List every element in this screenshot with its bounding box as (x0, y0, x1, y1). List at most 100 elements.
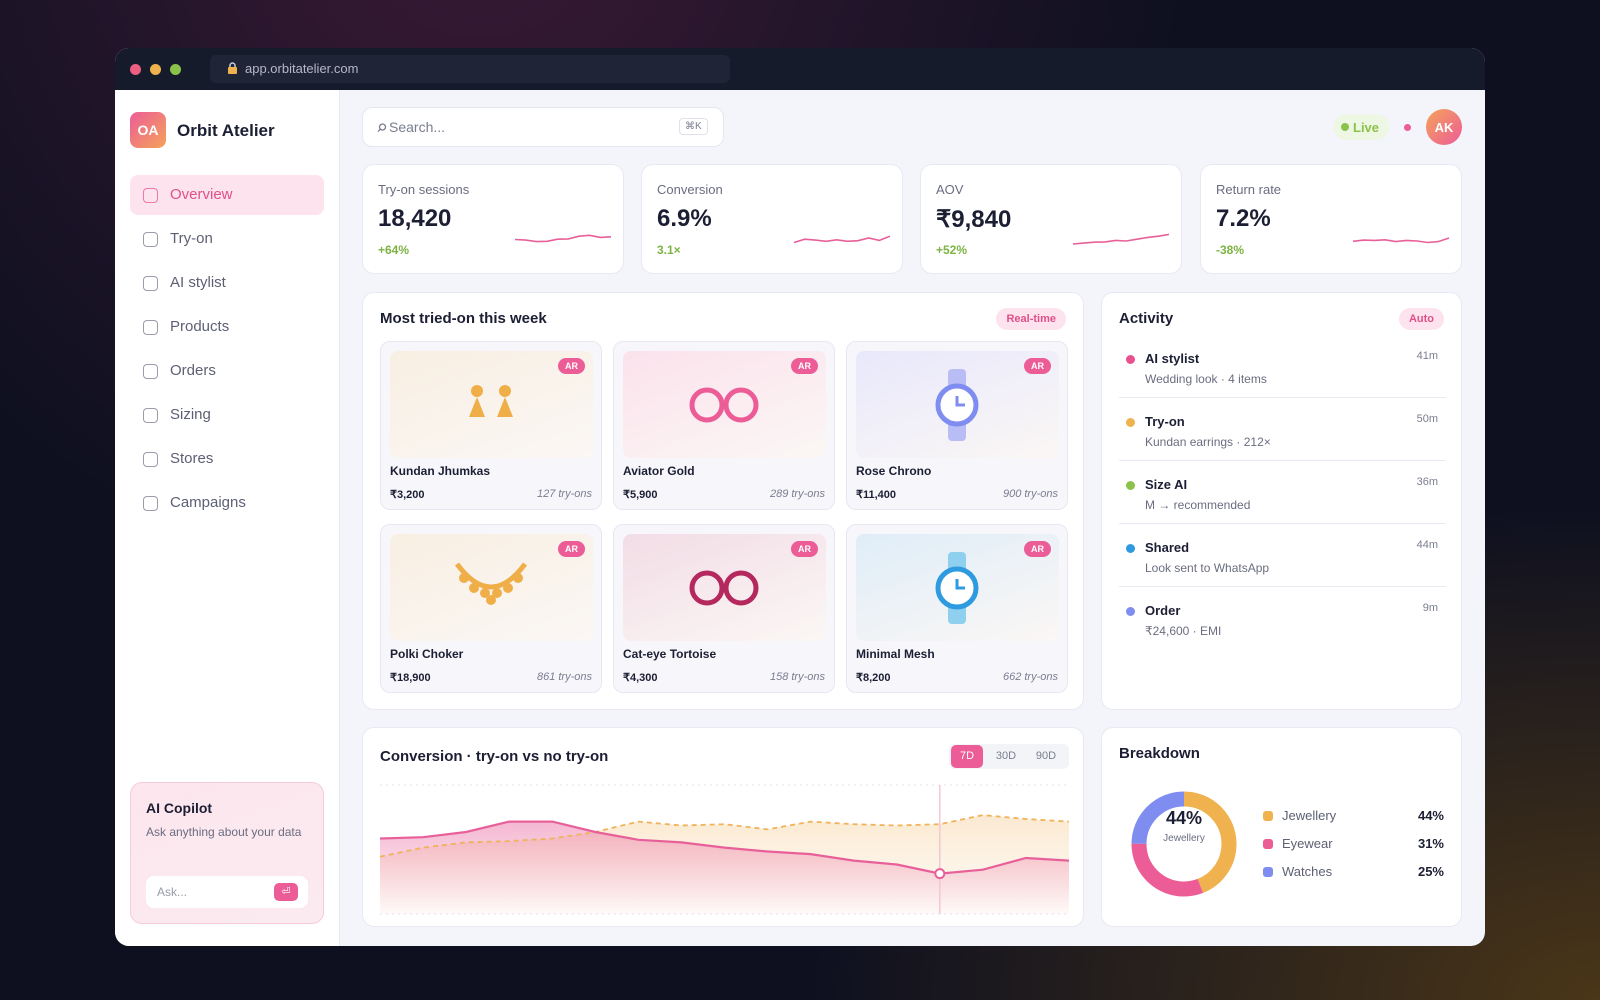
activity-detail: Kundan earrings · 212× (1145, 435, 1271, 449)
brand-name: Orbit Atelier (177, 121, 275, 140)
nav-icon (143, 188, 158, 203)
icon-shape (492, 588, 502, 598)
product-tries: 900 try-ons (1002, 488, 1058, 500)
sparkline (1072, 233, 1170, 245)
live-label: Live (1353, 120, 1380, 135)
nav-item[interactable]: Try-on (130, 219, 324, 259)
product-card[interactable]: AR Polki Choker ₹18,900 861 try-ons (380, 524, 602, 693)
sparkline-line (793, 235, 891, 244)
range-tabs: 7D 30D 90D (949, 744, 1069, 769)
product-icon (689, 570, 759, 606)
divider (1119, 523, 1446, 524)
product-card[interactable]: AR Minimal Mesh ₹8,200 662 try-ons (846, 524, 1068, 693)
close-dot[interactable] (130, 64, 141, 75)
icon-shape (471, 385, 483, 397)
breakdown-panel: Breakdown 44% Jewellery Jewellery 44% Eyewear… (1101, 727, 1462, 927)
product-icon (935, 552, 979, 624)
nav-label: Overview (170, 186, 233, 203)
avatar[interactable]: AK (1426, 109, 1462, 145)
donut-center-caption: Jewellery (1163, 833, 1205, 844)
activity-dot (1126, 544, 1135, 553)
product-card[interactable]: AR Aviator Gold ₹5,900 289 try-ons (613, 341, 835, 510)
lock-icon (227, 62, 238, 75)
activity-time: 36m (1416, 476, 1438, 488)
maximize-dot[interactable] (170, 64, 181, 75)
nav-icon (143, 408, 158, 423)
icon-shape (459, 573, 523, 605)
nav-item[interactable]: Products (130, 307, 324, 347)
kpi-delta: +52% (936, 243, 968, 257)
product-tries: 662 try-ons (1002, 671, 1058, 683)
icon-shape (454, 562, 528, 590)
product-tries: 861 try-ons (536, 671, 592, 683)
nav-item[interactable]: Stores (130, 439, 324, 479)
donut-center-value: 44% (1165, 808, 1203, 828)
nav-item[interactable]: Sizing (130, 395, 324, 435)
divider (1119, 460, 1446, 461)
legend-value: 44% (1417, 808, 1444, 823)
kpi-label: AOV (936, 182, 964, 197)
kpi-delta: 3.1× (657, 243, 681, 257)
product-tag: AR (1024, 541, 1051, 557)
sparkline-line (514, 234, 612, 243)
icon-shape (689, 387, 725, 423)
copilot-text: Ask anything about your data (146, 825, 302, 839)
legend-swatch (1263, 839, 1273, 849)
nav-item[interactable]: Campaigns (130, 483, 324, 523)
product-image: AR (390, 534, 593, 641)
panel-title: Activity (1119, 310, 1174, 327)
kpi-delta: -38% (1216, 243, 1245, 257)
nav-item[interactable]: Overview (130, 175, 324, 215)
product-icon (935, 369, 979, 441)
product-image: AR (856, 351, 1059, 458)
search-box[interactable]: Search... ⌘K (362, 107, 724, 147)
nav-item[interactable]: Orders (130, 351, 324, 391)
badge: Auto (1398, 308, 1444, 330)
range-tab[interactable]: 90D (1035, 750, 1057, 762)
legend-value: 25% (1417, 864, 1444, 879)
icon-shape (503, 583, 513, 593)
activity-time: 44m (1416, 539, 1438, 551)
activity-title: Size AI (1145, 477, 1188, 492)
copilot-input[interactable]: Ask... ⏎ (146, 876, 308, 908)
nav-label: Stores (170, 450, 214, 467)
product-card[interactable]: AR Rose Chrono ₹11,400 900 try-ons (846, 341, 1068, 510)
product-card[interactable]: AR Kundan Jhumkas ₹3,200 127 try-ons (380, 341, 602, 510)
url-bar[interactable] (210, 55, 730, 83)
product-card[interactable]: AR Cat-eye Tortoise ₹4,300 158 try-ons (613, 524, 835, 693)
kpi-value: 6.9% (657, 205, 712, 232)
activity-time: 50m (1416, 413, 1438, 425)
product-tag: AR (791, 358, 818, 374)
kpi-card: AOV ₹9,840 +52% (920, 164, 1182, 274)
divider (1119, 586, 1446, 587)
icon-shape (469, 583, 479, 593)
nav-icon (143, 320, 158, 335)
product-tag: AR (1024, 358, 1051, 374)
minimize-dot[interactable] (150, 64, 161, 75)
icon-shape (513, 573, 523, 583)
copilot-send[interactable]: ⏎ (274, 883, 298, 901)
nav-item[interactable]: AI stylist (130, 263, 324, 303)
nav-icon (143, 496, 158, 511)
panel-title: Conversion · try-on vs no try-on (380, 748, 609, 765)
products-panel: Most tried-on this week Real-time AR Kundan… (362, 292, 1084, 710)
product-price: ₹18,900 (390, 672, 431, 684)
activity-title: Try-on (1145, 414, 1185, 429)
activity-detail: Wedding look · 4 items (1145, 372, 1267, 386)
product-icon (469, 385, 513, 417)
nav-icon (143, 276, 158, 291)
range-tab[interactable]: 30D (995, 750, 1017, 762)
icon-shape (955, 579, 965, 590)
donut (1131, 791, 1237, 897)
icon-shape (486, 595, 496, 605)
donut-segment (1131, 791, 1237, 897)
legend-swatch (1263, 867, 1273, 877)
copilot-title: AI Copilot (146, 800, 213, 816)
nav-label: Sizing (170, 406, 211, 423)
range-tab[interactable]: 7D (951, 745, 983, 768)
activity-detail: Look sent to WhatsApp (1145, 561, 1270, 575)
kpi-label: Conversion (657, 182, 723, 197)
product-name: Polki Choker (390, 647, 464, 661)
legend-label: Jewellery (1282, 808, 1337, 823)
